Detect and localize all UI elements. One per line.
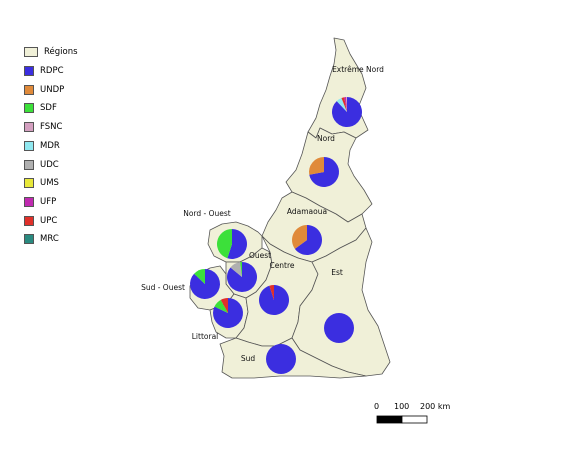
region-label-5: Sud - Ouest	[141, 283, 185, 292]
region-label-4: Ouest	[249, 251, 271, 260]
legend-item-undp: UNDP	[24, 84, 64, 96]
pie-slice-undp	[292, 225, 307, 249]
legend-swatch-fsnc	[24, 122, 34, 133]
legend-label-sdf: SDF	[40, 103, 57, 114]
pie-slice-upc	[269, 285, 274, 300]
legend-swatch-udc	[24, 159, 34, 170]
pie-slice-rdpc	[324, 313, 354, 343]
pie-slice-fsnc	[346, 97, 347, 112]
pie-slice-rdpc	[227, 229, 248, 259]
pie-slice-upc	[341, 97, 347, 112]
legend-label-rdpc: RDPC	[40, 66, 64, 76]
region-label-3: Nord - Ouest	[183, 209, 231, 218]
legend-swatch-upc	[24, 215, 34, 226]
region-labels: Extrême Nord Nord Adamaoua Nord - Ouest Oues…	[141, 65, 384, 363]
legend-swatch-undp	[24, 84, 34, 95]
pie-9	[266, 344, 296, 374]
legend-swatch-sdf	[24, 103, 34, 114]
region-label-2: Adamaoua	[287, 207, 327, 216]
legend-item-rdpc: RDPC	[24, 65, 64, 77]
legend-label-fsnc: FSNC	[40, 122, 63, 133]
pie-slice-ufp	[344, 97, 347, 112]
pie-slice-rdpc	[258, 285, 289, 316]
pie-slice-sdf	[217, 229, 232, 259]
pie-7	[258, 285, 289, 316]
scale-bar	[376, 415, 428, 424]
region-label-1: Nord	[317, 134, 335, 143]
legend-item-fsnc: FSNC	[24, 121, 62, 133]
scale-segment-2	[401, 415, 428, 424]
region-label-7: Centre	[269, 261, 294, 270]
pie-slice-sdf	[214, 299, 228, 313]
pie-2	[292, 225, 323, 256]
legend-label-ums: UMS	[40, 178, 59, 189]
pie-0	[332, 97, 362, 128]
legend-label-undp: UNDP	[40, 84, 65, 95]
legend-item-mrc: MRC	[24, 233, 59, 245]
scale-segment-1	[376, 415, 403, 424]
pie-slice-rdpc	[227, 262, 258, 292]
region-label-8: Est	[331, 268, 343, 277]
pie-slice-mdr	[336, 98, 347, 112]
scale-label-200: 200 km	[420, 402, 451, 411]
pie-1	[309, 157, 339, 188]
legend-swatch-ufp	[24, 196, 34, 207]
legend-item-udc: UDC	[24, 159, 59, 171]
legend-item-sdf: SDF	[24, 102, 57, 114]
legend-item-regions: Régions	[24, 46, 78, 58]
legend-label-udc: UDC	[40, 159, 59, 170]
pie-slice-rdpc	[213, 298, 244, 328]
legend-item-mdr: MDR	[24, 140, 60, 152]
region-label-9: Sud	[241, 354, 256, 363]
region-shape-est	[291, 227, 391, 377]
pie-8	[324, 313, 354, 343]
legend-label-ufp: UFP	[40, 196, 57, 207]
pie-slice-udc	[230, 262, 242, 277]
pie-slice-rdpc	[266, 344, 296, 374]
pie-5	[190, 269, 220, 299]
region-label-0: Extrême Nord	[332, 65, 384, 74]
legend-swatch-mdr	[24, 140, 34, 151]
pie-4	[227, 262, 258, 292]
region-label-6: Littoral	[192, 332, 219, 341]
scale-label-100: 100	[394, 402, 410, 411]
pie-6	[213, 298, 244, 328]
legend-swatch-mrc	[24, 234, 34, 245]
pie-3	[217, 229, 248, 259]
legend-swatch-regions	[24, 47, 38, 57]
legend-swatch-ums	[24, 178, 34, 189]
legend-label: Régions	[44, 47, 78, 57]
pie-slice-upc	[220, 298, 228, 313]
pie-slice-sdf	[194, 269, 205, 284]
pie-slice-sdf	[240, 262, 242, 277]
legend-label-mdr: MDR	[40, 140, 60, 151]
legend-label-upc: UPC	[40, 215, 58, 226]
pie-slice-rdpc	[294, 225, 323, 256]
legend-swatch-rdpc	[24, 66, 34, 76]
legend-item-upc: UPC	[24, 215, 57, 227]
legend-item-ums: UMS	[24, 177, 59, 189]
legend-item-ufp: UFP	[24, 196, 56, 208]
pie-slice-rdpc	[309, 157, 339, 188]
scale-label-0: 0	[374, 402, 380, 411]
legend-label-mrc: MRC	[40, 234, 59, 245]
pie-charts	[190, 97, 362, 374]
pie-slice-undp	[309, 157, 324, 175]
